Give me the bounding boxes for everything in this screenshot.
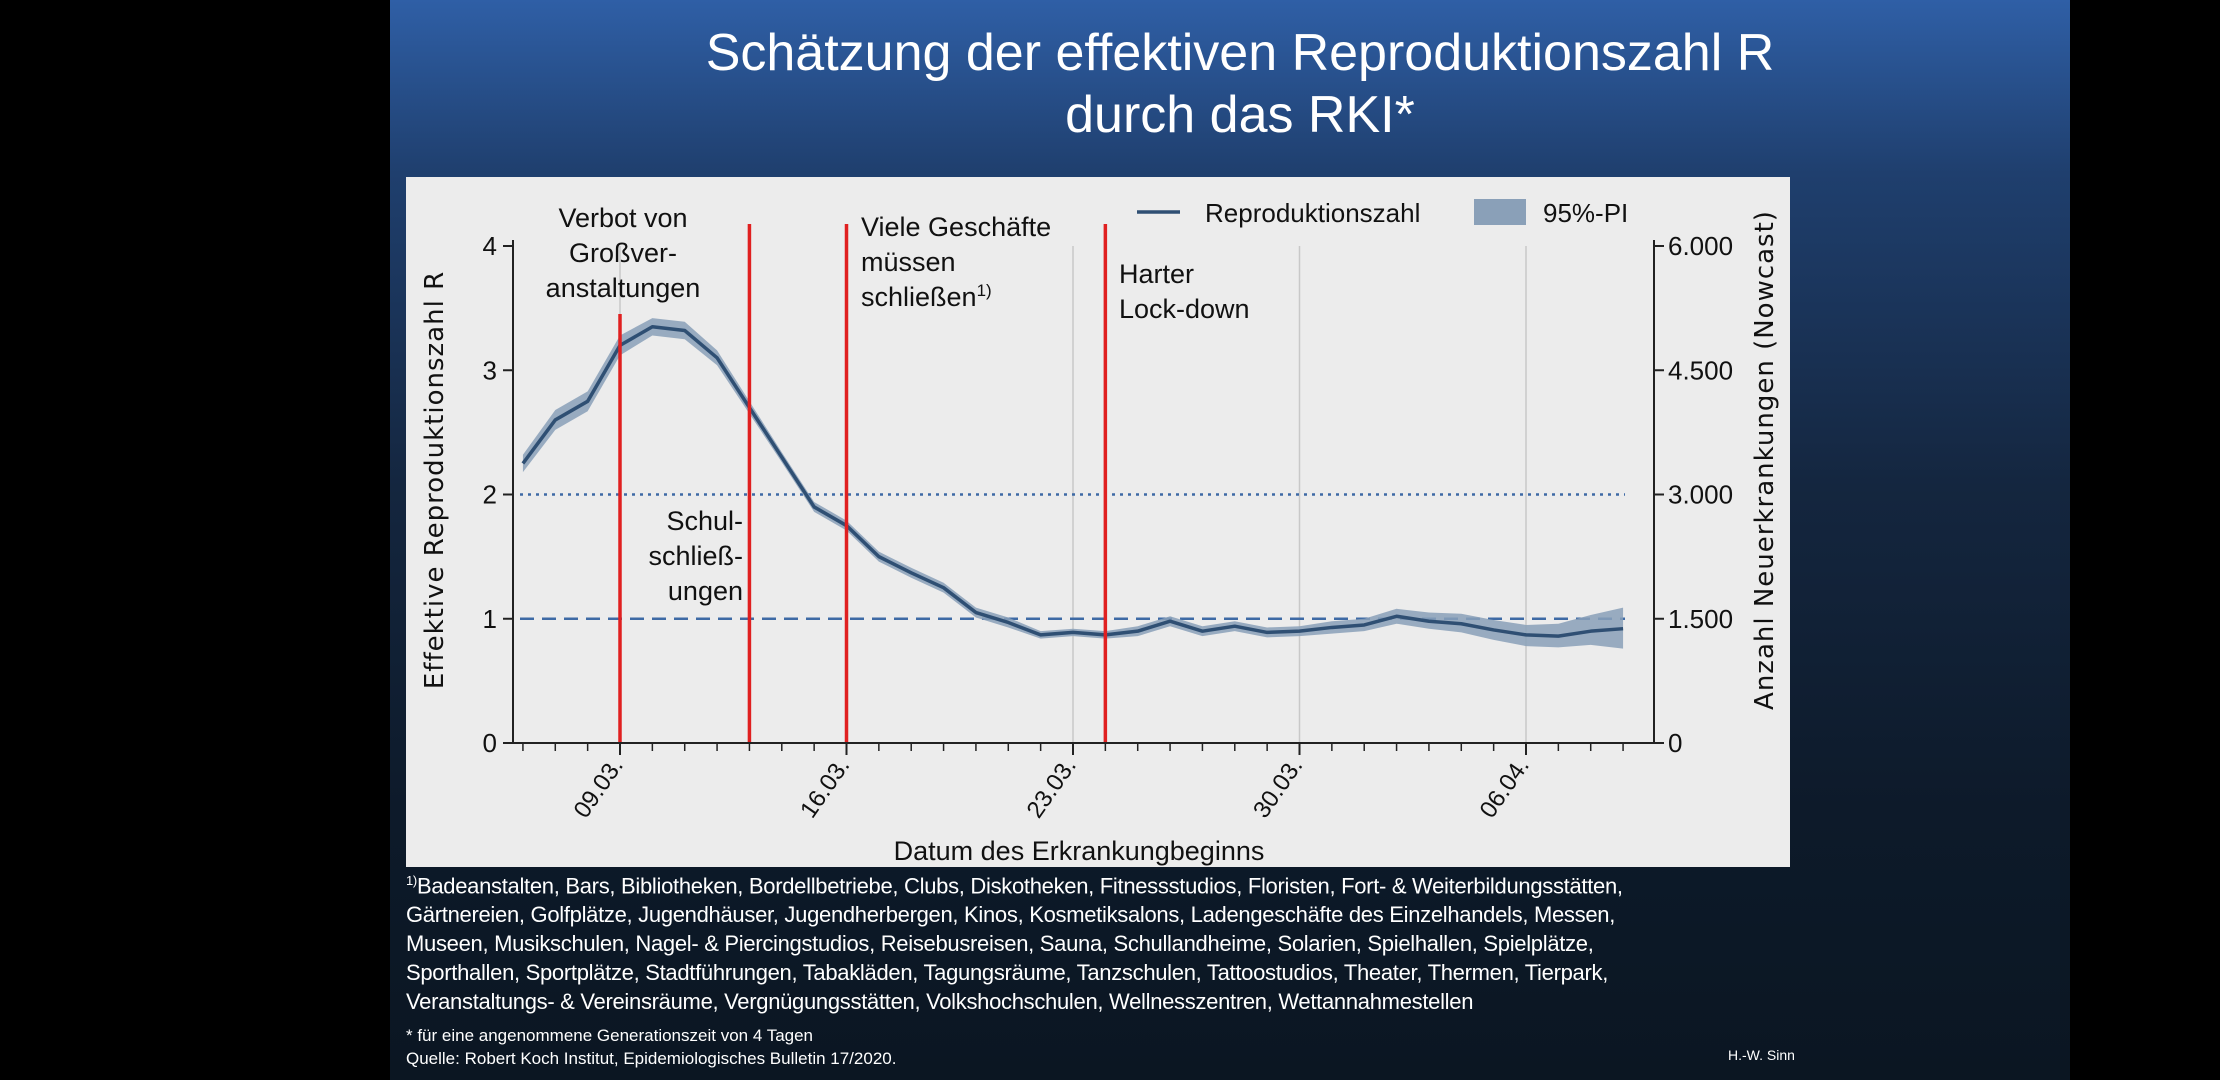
y-axis-title-right: Anzahl Neuerkrankungen (Nowcast) [1750, 210, 1780, 710]
slide-title: Schätzung der effektiven Reproduktionsza… [390, 22, 2090, 146]
source-note: Quelle: Robert Koch Institut, Epidemiolo… [406, 1049, 897, 1068]
event-label: Harter [1119, 259, 1194, 289]
y-tick-label-left: 2 [483, 480, 497, 510]
y-tick-label-left: 3 [483, 355, 497, 385]
x-tick-label: 09.03. [569, 753, 629, 823]
y-tick-label-left: 1 [483, 604, 497, 634]
x-tick-label: 16.03. [795, 753, 855, 823]
x-tick-label: 30.03. [1248, 753, 1308, 823]
y-tick-label-right: 0 [1668, 728, 1682, 758]
legend-band-swatch [1474, 199, 1526, 225]
x-tick-label: 06.04. [1475, 753, 1535, 823]
event-label: Großver- [569, 238, 677, 268]
generation-time-note: * für eine angenommene Generationszeit v… [406, 1026, 814, 1045]
x-axis-title: Datum des Erkrankungbeginns [894, 836, 1265, 866]
y-tick-label-left: 4 [483, 231, 497, 261]
legend-label-band: 95%-PI [1543, 198, 1628, 228]
footnote-marker: 1) [406, 873, 417, 888]
event-label: ungen [668, 576, 743, 606]
y-tick-label-right: 1.500 [1668, 604, 1733, 634]
footnote-line: Badeanstalten, Bars, Bibliotheken, Borde… [416, 873, 1623, 899]
event-label: schließ- [648, 541, 743, 571]
event-label: Lock-down [1119, 294, 1250, 324]
chart-panel [406, 177, 1790, 867]
x-tick-label: 23.03. [1022, 753, 1082, 823]
title-line-2: durch das RKI* [1065, 86, 1415, 144]
event-label: Verbot von [558, 203, 687, 233]
footnote-ref: 1) [977, 281, 992, 300]
y-tick-label-right: 6.000 [1668, 231, 1733, 261]
y-tick-label-right: 3.000 [1668, 480, 1733, 510]
event-label: Schul- [666, 506, 743, 536]
title-line-1: Schätzung der effektiven Reproduktionsza… [705, 24, 1775, 82]
event-label: schließen1) [861, 281, 992, 312]
event-label: anstaltungen [546, 273, 701, 303]
author-credit: H.-W. Sinn [1728, 1047, 1795, 1063]
legend-label-line: Reproduktionszahl [1205, 198, 1420, 228]
event-label: Viele Geschäfte [861, 212, 1051, 242]
y-axis-title-left: Effektive Reproduktionszahl R [420, 271, 450, 689]
footnote: 1)Badeanstalten, Bars, Bibliotheken, Bor… [406, 866, 1806, 1016]
footnote-line: Sporthallen, Sportplätze, Stadtführungen… [406, 960, 1609, 986]
y-tick-label-right: 4.500 [1668, 355, 1733, 385]
event-label: müssen [861, 247, 956, 277]
footnote-line: Gärtnereien, Golfplätze, Jugendhäuser, J… [406, 902, 1616, 928]
footnote-line: Veranstaltungs- & Vereinsräume, Vergnügu… [406, 989, 1474, 1015]
footnote-line: Museen, Musikschulen, Nagel- & Piercings… [406, 931, 1594, 957]
y-tick-label-left: 0 [483, 728, 497, 758]
